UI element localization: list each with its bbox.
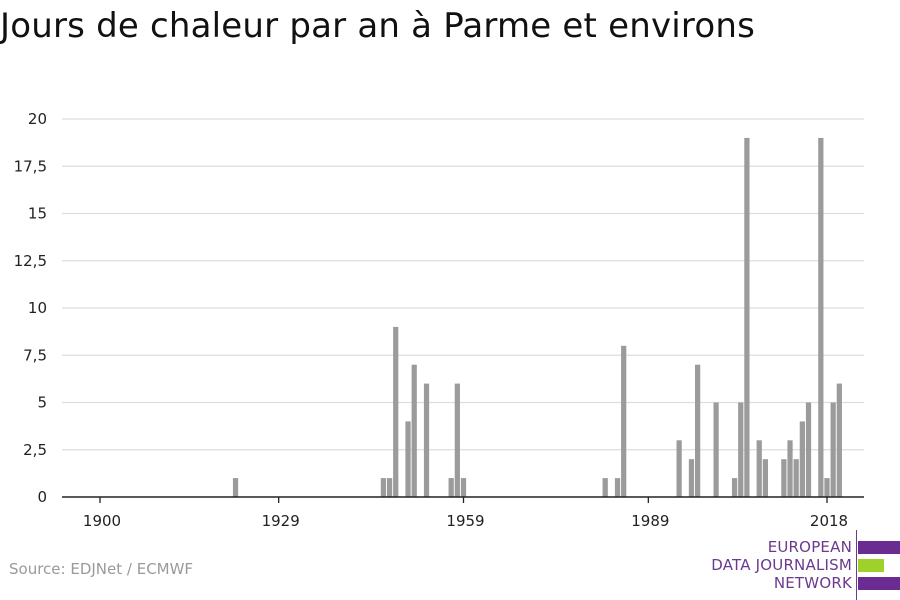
bar — [756, 440, 762, 497]
y-tick-label: 10 — [28, 299, 47, 317]
y-tick-label: 20 — [28, 110, 47, 128]
bar — [423, 383, 430, 497]
bar — [762, 459, 769, 497]
bar — [405, 421, 411, 497]
bar — [787, 440, 793, 497]
logo-text-line-1: EUROPEAN — [767, 538, 852, 556]
y-tick-label: 7,5 — [23, 346, 47, 364]
logo-bar-green — [858, 559, 884, 572]
bar — [380, 478, 387, 497]
bar — [781, 459, 787, 497]
bar — [818, 137, 824, 497]
logo-text-line-2: DATA JOURNALISM — [711, 556, 852, 574]
bar — [454, 383, 460, 497]
bar — [232, 478, 239, 497]
logo-bar-purple-top — [858, 541, 900, 554]
axes: 0 2,5 5 7,5 10 12,5 15 17,5 20 1900 1929 1959 1989 20… — [14, 110, 864, 530]
bar — [688, 459, 695, 497]
gridlines — [62, 118, 864, 451]
bar — [411, 364, 417, 497]
x-tick-label: 1959 — [446, 512, 484, 530]
bar — [386, 478, 393, 497]
y-tick-label: 5 — [37, 394, 47, 412]
bar — [695, 364, 701, 497]
x-tick-label: 1929 — [262, 512, 300, 530]
bars — [232, 137, 842, 497]
bar — [460, 478, 467, 497]
bar — [448, 478, 454, 497]
x-tick-label: 1900 — [83, 512, 121, 530]
y-tick-label: 17,5 — [14, 157, 47, 175]
y-tick-label: 2,5 — [23, 441, 47, 459]
bar — [676, 440, 682, 497]
x-tick-label: 2018 — [810, 512, 848, 530]
logo-text-line-3: NETWORK — [773, 574, 852, 592]
logo-bar-purple-bottom — [858, 577, 900, 590]
bar — [614, 478, 621, 497]
bar — [830, 402, 836, 497]
bar — [713, 402, 719, 497]
bar — [621, 345, 627, 497]
y-tick-label: 15 — [28, 205, 47, 223]
bar — [731, 478, 738, 497]
bar — [744, 137, 750, 497]
x-tick-label: 1989 — [631, 512, 669, 530]
source-note: Source: EDJNet / ECMWF — [9, 560, 194, 578]
y-tick-label: 12,5 — [14, 252, 47, 270]
bar — [836, 383, 842, 497]
bar — [799, 421, 805, 497]
bar — [393, 326, 399, 497]
bar — [793, 459, 799, 497]
bar — [602, 478, 608, 497]
chart-title: Jours de chaleur par an à Parme et envir… — [0, 6, 756, 46]
bar — [738, 402, 744, 497]
edjnet-logo: EUROPEAN DATA JOURNALISM NETWORK — [700, 528, 900, 600]
logo-divider — [856, 530, 857, 600]
y-tick-label: 0 — [37, 488, 47, 506]
bar — [805, 402, 812, 497]
bar — [824, 478, 830, 497]
